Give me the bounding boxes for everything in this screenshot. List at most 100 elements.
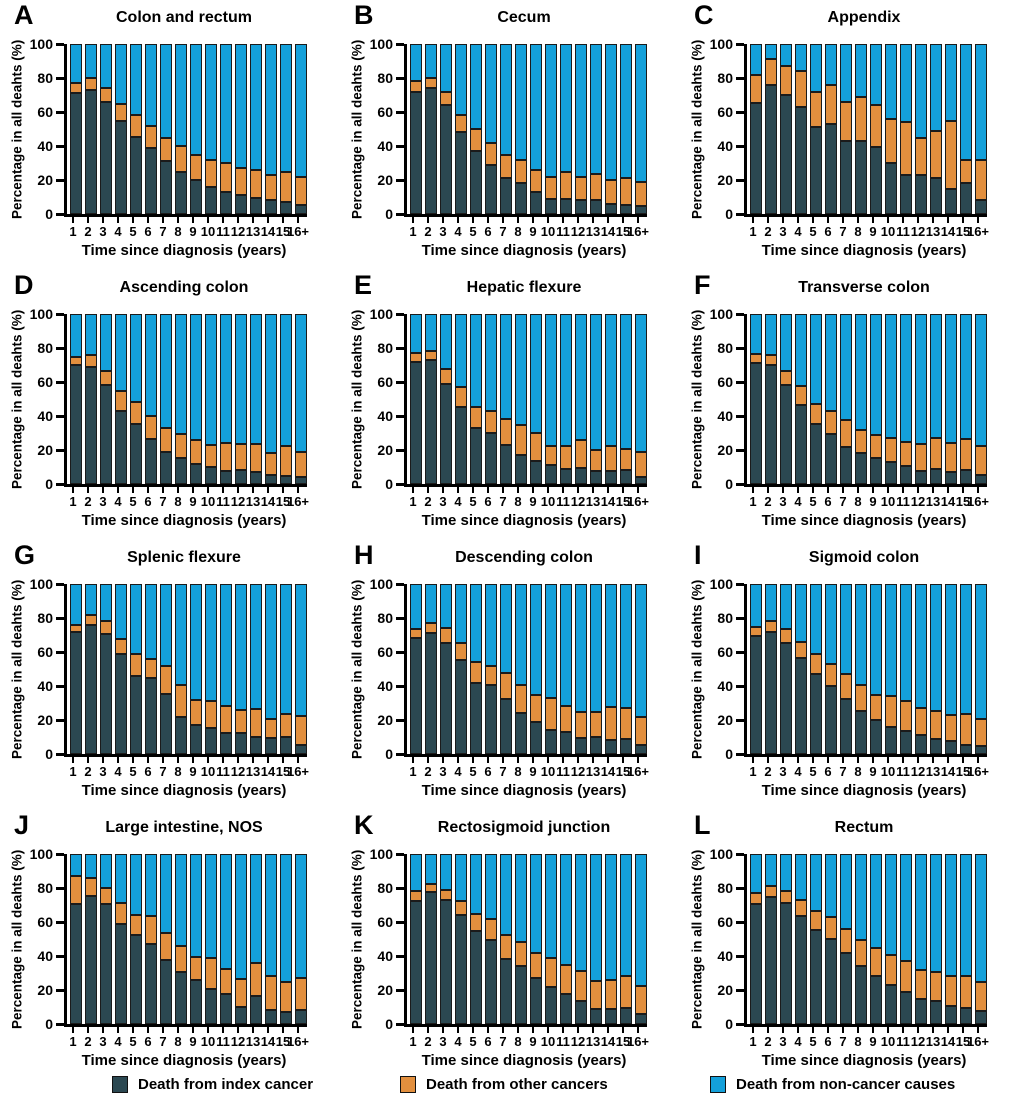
- segment-non-cancer: [70, 584, 82, 625]
- x-axis-title: Time since diagnosis (years): [421, 1052, 627, 1069]
- bar-year-3: [440, 314, 452, 484]
- bar-year-5: [810, 314, 822, 484]
- segment-index-cancer: [250, 995, 262, 1024]
- x-tick-label: 15: [275, 1034, 291, 1049]
- panel-D: D Ascending colon Percentage in all deahts…: [0, 270, 340, 540]
- segment-index-cancer: [945, 472, 957, 484]
- segment-non-cancer: [530, 584, 542, 695]
- bars-group: [67, 854, 307, 1024]
- x-tick-label: 3: [779, 494, 787, 509]
- segment-other-cancers: [70, 624, 82, 633]
- segment-other-cancers: [500, 934, 512, 959]
- bar-year-6: [485, 314, 497, 484]
- x-tick-cell: 16+: [967, 757, 989, 778]
- x-tick-mark: [176, 217, 180, 223]
- x-tick-label: 9: [529, 224, 537, 239]
- segment-other-cancers: [560, 171, 572, 199]
- bar-year-6: [145, 584, 157, 754]
- x-tick-cell: 4: [452, 757, 464, 778]
- bar-year-12: [915, 314, 927, 484]
- bar-year-3: [780, 314, 792, 484]
- y-tick-label: 100: [709, 36, 733, 52]
- segment-index-cancer: [620, 470, 632, 484]
- x-tick-cell: 11: [896, 487, 910, 508]
- y-tick-label: 40: [717, 678, 733, 694]
- segment-non-cancer: [160, 314, 172, 428]
- segment-other-cancers: [960, 714, 972, 745]
- x-tick-cell: 3: [777, 1027, 789, 1048]
- segment-non-cancer: [100, 854, 112, 888]
- segment-index-cancer: [560, 468, 572, 484]
- segment-non-cancer: [915, 44, 927, 138]
- segment-index-cancer: [930, 738, 942, 754]
- y-tick-mark: [736, 482, 744, 486]
- y-tick-label: 0: [45, 1016, 53, 1032]
- segment-non-cancer: [605, 584, 617, 708]
- segment-non-cancer: [605, 854, 617, 980]
- x-tick-mark: [621, 217, 625, 223]
- x-tick-label: 4: [794, 764, 802, 779]
- x-tick-cell: 1: [67, 217, 79, 238]
- x-tick-mark: [976, 487, 980, 493]
- segment-index-cancer: [235, 732, 247, 754]
- segment-non-cancer: [870, 44, 882, 106]
- segment-non-cancer: [930, 854, 942, 973]
- y-tick-mark: [736, 178, 744, 182]
- x-tick-cell: 10: [201, 487, 215, 508]
- x-tick-mark: [546, 1027, 550, 1033]
- segment-index-cancer: [575, 737, 587, 754]
- x-tick-mark: [411, 487, 415, 493]
- segment-index-cancer: [590, 200, 602, 214]
- bar-year-9: [870, 854, 882, 1024]
- bars-group: [747, 584, 987, 754]
- segment-other-cancers: [295, 451, 307, 478]
- bar-year-16+: [975, 314, 987, 484]
- bar-year-4: [795, 854, 807, 1024]
- segment-other-cancers: [470, 129, 482, 152]
- segment-non-cancer: [840, 314, 852, 421]
- bar-year-7: [500, 584, 512, 754]
- segment-other-cancers: [280, 714, 292, 737]
- x-tick-cell: 5: [467, 487, 479, 508]
- x-tick-mark: [531, 1027, 535, 1033]
- x-tick-mark: [516, 217, 520, 223]
- x-tick-cell: 7: [157, 217, 169, 238]
- segment-non-cancer: [500, 44, 512, 155]
- x-tick-cell: 13: [926, 217, 940, 238]
- x-tick-mark: [531, 487, 535, 493]
- x-tick-cell: 4: [452, 217, 464, 238]
- x-tick-cell: 3: [437, 1027, 449, 1048]
- segment-other-cancers: [425, 350, 437, 360]
- segment-other-cancers: [810, 404, 822, 424]
- x-tick-cell: 11: [556, 217, 570, 238]
- x-tick-mark: [871, 757, 875, 763]
- x-tick-label: 1: [749, 1034, 757, 1049]
- bars-group: [747, 44, 987, 214]
- y-tick-label: 60: [717, 914, 733, 930]
- segment-other-cancers: [250, 444, 262, 473]
- x-tick-mark: [796, 1027, 800, 1033]
- y-tick-mark: [736, 448, 744, 452]
- x-tick-label: 3: [779, 764, 787, 779]
- x-ticks-row: 1 2 3 4 5 6 7 8 9 10 11 12 13 14 15 16+: [404, 487, 649, 509]
- segment-index-cancer: [765, 632, 777, 754]
- x-tick-label: 15: [275, 494, 291, 509]
- segment-index-cancer: [130, 137, 142, 214]
- bar-year-12: [915, 854, 927, 1024]
- y-tick-mark: [736, 312, 744, 316]
- y-tick-mark: [56, 212, 64, 216]
- x-tick-mark: [606, 217, 610, 223]
- segment-non-cancer: [750, 854, 762, 894]
- segment-non-cancer: [945, 584, 957, 715]
- y-tick-label: 20: [717, 172, 733, 188]
- bar-year-14: [945, 854, 957, 1024]
- segment-non-cancer: [810, 584, 822, 654]
- x-tick-mark: [766, 487, 770, 493]
- segment-non-cancer: [960, 44, 972, 160]
- x-tick-label: 9: [529, 494, 537, 509]
- y-tick-mark: [56, 76, 64, 80]
- x-tick-mark: [946, 217, 950, 223]
- y-tick-label: 80: [717, 880, 733, 896]
- segment-other-cancers: [190, 956, 202, 980]
- segment-other-cancers: [425, 883, 437, 893]
